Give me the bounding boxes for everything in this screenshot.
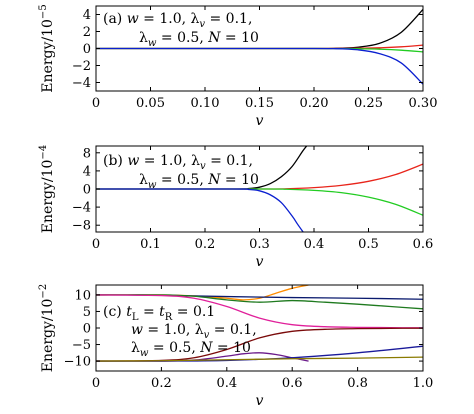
x-tick-label: 0.20: [300, 96, 329, 111]
x-tick-label: 0.6: [413, 237, 434, 252]
series-line-8: [96, 356, 423, 362]
y-tick-label: −5: [72, 338, 91, 353]
annotation-line: λw = 0.5, N = 10: [131, 340, 251, 359]
y-tick-label: 10: [74, 288, 91, 303]
x-tick-label: 0.2: [195, 237, 216, 252]
x-tick-label: 0.05: [136, 96, 165, 111]
x-tick-label: 0.10: [191, 96, 220, 111]
series-line-4: [96, 188, 304, 232]
annotation-line: (a) w = 1.0, λv = 0.1,: [103, 11, 252, 30]
x-axis-label: v: [256, 254, 264, 270]
y-tick-label: 8: [83, 146, 91, 161]
series-line-3: [96, 294, 423, 310]
series-group: [96, 146, 423, 232]
annotation-line: w = 1.0, λv = 0.1,: [131, 322, 257, 341]
x-tick-label: 0.8: [347, 376, 368, 391]
y-tick-label: 0: [83, 183, 91, 198]
annotation-line: (c) tL = tR = 0.1: [103, 304, 215, 323]
series-line-4: [96, 294, 423, 329]
parameter-annotation: (c) tL = tR = 0.1w = 1.0, λv = 0.1,λw = …: [103, 304, 257, 359]
x-tick-label: 0: [92, 96, 100, 111]
x-tick-label: 0.6: [282, 376, 303, 391]
y-tick-label: 4: [83, 164, 91, 179]
y-tick-label: −4: [72, 201, 91, 216]
x-tick-label: 0.30: [409, 96, 438, 111]
x-tick-label: 0: [92, 237, 100, 252]
y-tick-label: 0: [83, 42, 91, 57]
y-tick-label: 2: [83, 25, 91, 40]
x-tick-label: 0.15: [245, 96, 274, 111]
x-tick-label: 0.1: [140, 237, 161, 252]
x-tick-label: 0: [92, 376, 100, 391]
y-tick-label: 0: [83, 322, 91, 337]
x-tick-label: 0.2: [151, 376, 172, 391]
panel-b: 0 0.1 0.2 0.3 0.4 0.5 0.6 −8 −4 0 4 8 v Energy/10−4 (b…: [38, 145, 434, 270]
y-tick-label: −4: [72, 76, 91, 91]
series-group: [96, 8, 423, 85]
series-line-5: [96, 327, 423, 362]
y-axis-label: Energy/10−5: [38, 4, 56, 92]
panel-c: 0 0.2 0.4 0.6 0.8 1.0−10−50510vEnergy/10−2(c)…: [38, 284, 433, 409]
y-axis-label: Energy/10−4: [38, 145, 56, 233]
x-tick-label: 0.4: [216, 376, 237, 391]
y-tick-label: 5: [83, 305, 91, 320]
x-tick-label: 0.25: [354, 96, 383, 111]
y-tick-label: 4: [83, 8, 91, 23]
y-axis-label: Energy/10−2: [38, 284, 56, 372]
series-line-3: [96, 188, 423, 216]
panel-a: 0 0.05 0.10 0.15 0.20 0.25 0.30 −4 −2 0 2 4 v Energy/…: [38, 4, 437, 129]
annotation-line: λw = 0.5, N = 10: [139, 30, 259, 49]
parameter-annotation: (b) w = 1.0, λv = 0.1,λw = 0.5, N = 10: [103, 153, 259, 191]
x-axis-label: v: [256, 113, 264, 129]
y-tick-label: −8: [72, 219, 91, 234]
x-tick-label: 0.4: [304, 237, 325, 252]
series-group: [96, 285, 423, 362]
x-axis-label: v: [256, 393, 264, 409]
y-tick-label: −2: [72, 59, 91, 74]
x-tick-label: 0.5: [358, 237, 379, 252]
series-line-4: [96, 47, 423, 85]
x-tick-label: 0.3: [249, 237, 270, 252]
annotation-line: (b) w = 1.0, λv = 0.1,: [103, 153, 253, 172]
x-tick-label: 1.0: [413, 376, 434, 391]
parameter-annotation: (a) w = 1.0, λv = 0.1,λw = 0.5, N = 10: [103, 11, 259, 49]
y-tick-label: −10: [64, 355, 91, 370]
annotation-line: λw = 0.5, N = 10: [139, 172, 259, 191]
